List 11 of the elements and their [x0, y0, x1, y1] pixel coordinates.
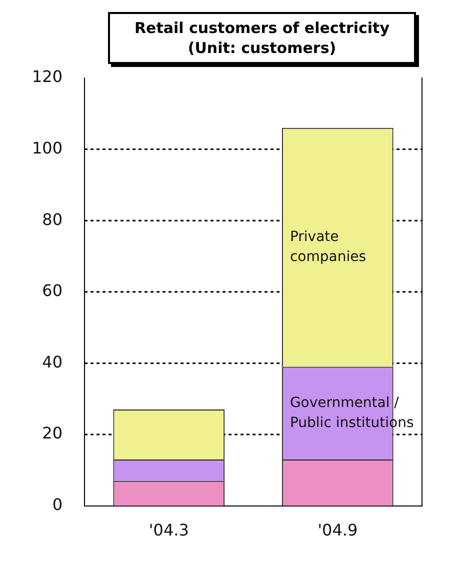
x-tick-label: '04.3	[148, 520, 189, 540]
y-tick-label: 20	[42, 424, 63, 443]
y-tick-label: 100	[32, 138, 63, 158]
y-tick-label: 0	[52, 494, 63, 514]
series-label: Private companies	[290, 228, 366, 265]
y-tick-label: 80	[42, 210, 63, 229]
y-tick-label: 60	[42, 281, 63, 300]
y-tick-label: 120	[32, 67, 63, 86]
chart-title: Retail customers of electricity (Unit: customers)	[108, 12, 416, 64]
x-tick-label: '04.9	[318, 520, 358, 540]
y-tick-label: 40	[42, 352, 63, 372]
